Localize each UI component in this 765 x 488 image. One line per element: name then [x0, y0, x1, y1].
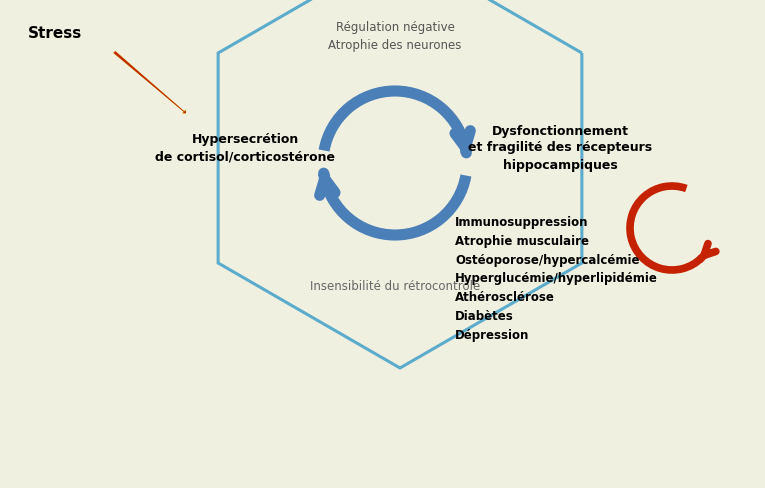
Text: Dysfonctionnement
et fragilité des récepteurs
hippocampiques: Dysfonctionnement et fragilité des récep… [468, 124, 652, 171]
Text: Immunosuppression
Atrophie musculaire
Ostéoporose/hypercalcémie
Hyperglucémie/hy: Immunosuppression Atrophie musculaire Os… [455, 216, 658, 342]
Text: Hypersecrétion
de cortisol/corticostérone: Hypersecrétion de cortisol/corticostéron… [155, 133, 335, 163]
Text: Insensibilité du rétrocontrôle: Insensibilité du rétrocontrôle [310, 280, 480, 292]
Text: Stress: Stress [28, 26, 83, 41]
Text: Régulation négative
Atrophie des neurones: Régulation négative Atrophie des neurone… [328, 20, 462, 52]
